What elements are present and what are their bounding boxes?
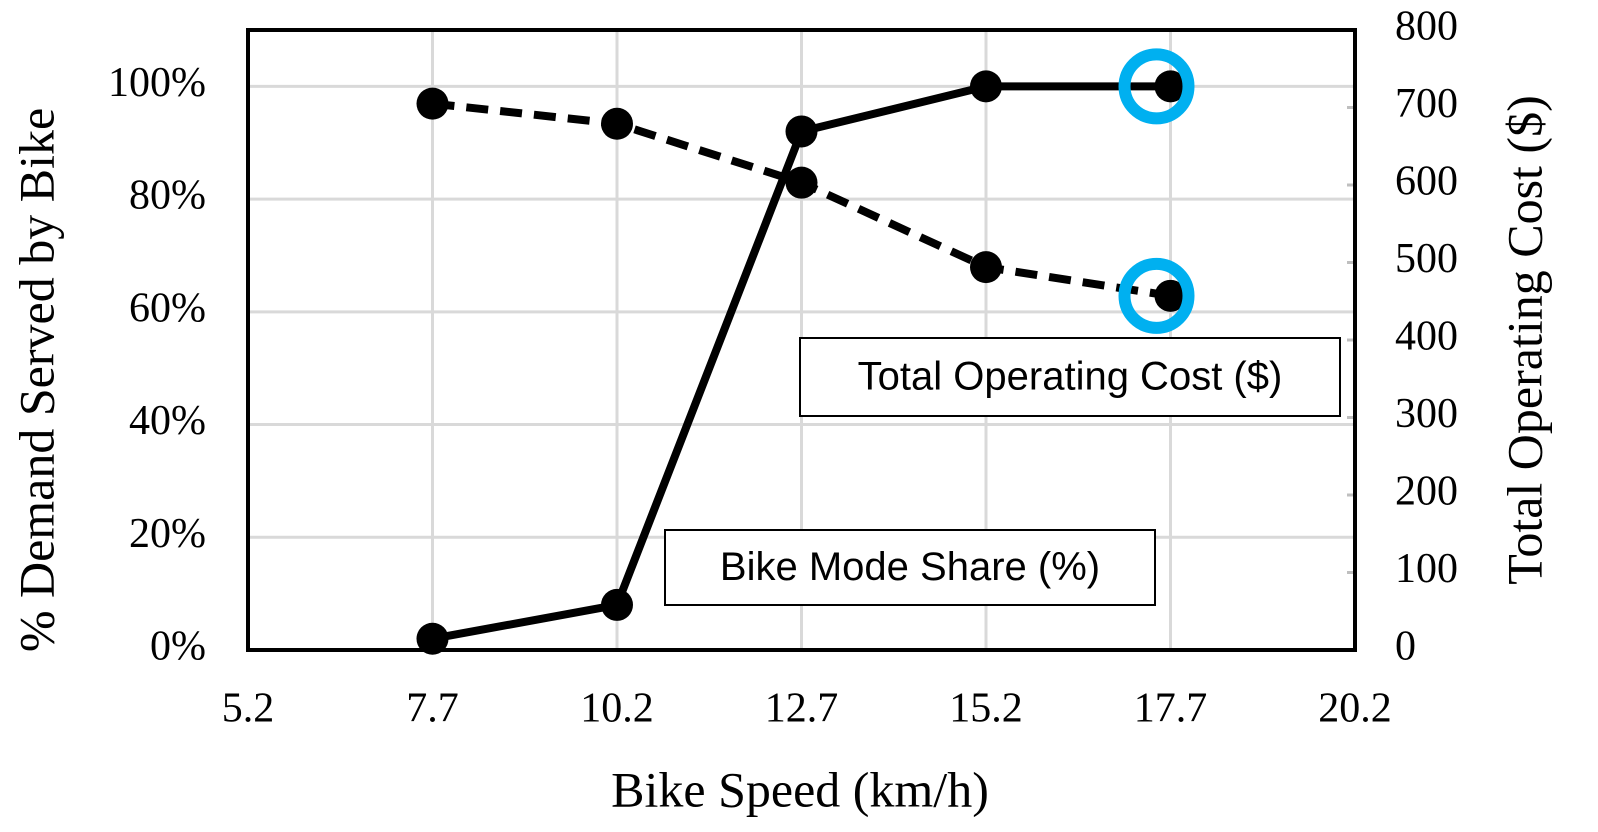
y-tick-label: 40% bbox=[129, 398, 206, 444]
series-label-box bbox=[799, 337, 1341, 417]
data-point bbox=[416, 87, 449, 120]
x-tick-label: 12.7 bbox=[765, 686, 839, 732]
series-label: Total Operating Cost ($) bbox=[858, 355, 1283, 399]
x-tick-label: 7.7 bbox=[406, 686, 459, 732]
y-tick-label: 100% bbox=[108, 60, 206, 106]
y2-tick-label: 700 bbox=[1395, 81, 1458, 127]
y-axis-title: % Demand Served by Bike bbox=[8, 108, 64, 652]
x-tick-label: 10.2 bbox=[580, 686, 654, 732]
data-point bbox=[970, 251, 1002, 284]
data-point bbox=[416, 622, 449, 655]
y2-axis-title: Total Operating Cost ($) bbox=[1496, 95, 1552, 584]
y2-tick-label: 0 bbox=[1395, 624, 1416, 670]
data-point bbox=[601, 588, 633, 621]
x-tick-label: 17.7 bbox=[1134, 686, 1208, 732]
plot-frame bbox=[246, 28, 1357, 652]
data-point bbox=[970, 70, 1002, 103]
y2-tick-label: 800 bbox=[1395, 4, 1458, 50]
series-label: Bike Mode Share (%) bbox=[720, 545, 1100, 589]
x-tick-label: 20.2 bbox=[1318, 686, 1392, 732]
y2-tick-label: 200 bbox=[1395, 469, 1458, 515]
highlight-ring bbox=[1118, 48, 1195, 125]
y-tick-label: 80% bbox=[129, 173, 206, 219]
data-point bbox=[1154, 279, 1187, 312]
highlight-ring bbox=[1118, 257, 1195, 334]
y2-tick-label: 500 bbox=[1395, 236, 1458, 282]
x-tick-label: 15.2 bbox=[949, 686, 1023, 732]
y-tick-label: 0% bbox=[150, 624, 206, 670]
y2-tick-label: 300 bbox=[1395, 391, 1458, 437]
y-tick-label: 20% bbox=[129, 511, 206, 557]
y-tick-label: 60% bbox=[129, 285, 206, 331]
y2-tick-label: 100 bbox=[1395, 546, 1458, 592]
x-tick-label: 5.2 bbox=[222, 686, 275, 732]
data-point bbox=[785, 115, 818, 148]
x-axis-title: Bike Speed (km/h) bbox=[611, 761, 989, 817]
data-point bbox=[785, 166, 818, 199]
y2-tick-label: 400 bbox=[1395, 314, 1458, 360]
data-point bbox=[1154, 70, 1187, 103]
series-label-box bbox=[664, 529, 1156, 606]
y2-tick-label: 600 bbox=[1395, 159, 1458, 205]
data-point bbox=[601, 107, 633, 140]
